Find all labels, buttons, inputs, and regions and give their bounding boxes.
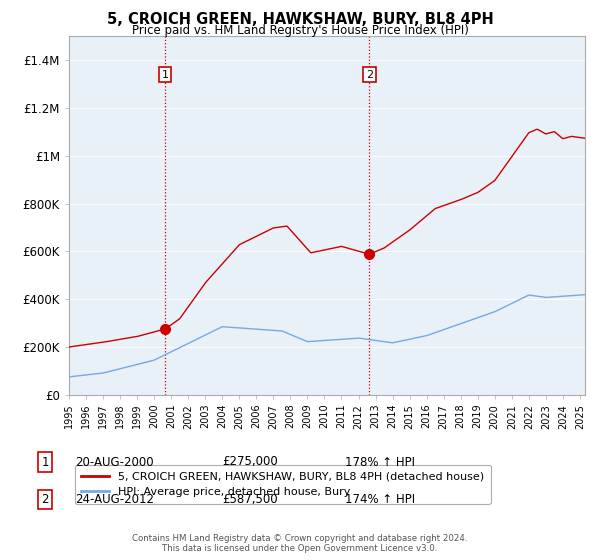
Text: 1: 1 bbox=[161, 69, 169, 80]
Text: 2: 2 bbox=[41, 493, 49, 506]
Text: Price paid vs. HM Land Registry's House Price Index (HPI): Price paid vs. HM Land Registry's House … bbox=[131, 24, 469, 37]
Text: 20-AUG-2000: 20-AUG-2000 bbox=[75, 455, 154, 469]
Text: 174% ↑ HPI: 174% ↑ HPI bbox=[345, 493, 415, 506]
Text: 2: 2 bbox=[366, 69, 373, 80]
Text: 24-AUG-2012: 24-AUG-2012 bbox=[75, 493, 154, 506]
Text: Contains HM Land Registry data © Crown copyright and database right 2024.
This d: Contains HM Land Registry data © Crown c… bbox=[132, 534, 468, 553]
Text: 5, CROICH GREEN, HAWKSHAW, BURY, BL8 4PH: 5, CROICH GREEN, HAWKSHAW, BURY, BL8 4PH bbox=[107, 12, 493, 27]
Text: £275,000: £275,000 bbox=[222, 455, 278, 469]
Legend: 5, CROICH GREEN, HAWKSHAW, BURY, BL8 4PH (detached house), HPI: Average price, d: 5, CROICH GREEN, HAWKSHAW, BURY, BL8 4PH… bbox=[74, 465, 491, 504]
Text: £587,500: £587,500 bbox=[222, 493, 278, 506]
Text: 178% ↑ HPI: 178% ↑ HPI bbox=[345, 455, 415, 469]
Text: 1: 1 bbox=[41, 455, 49, 469]
